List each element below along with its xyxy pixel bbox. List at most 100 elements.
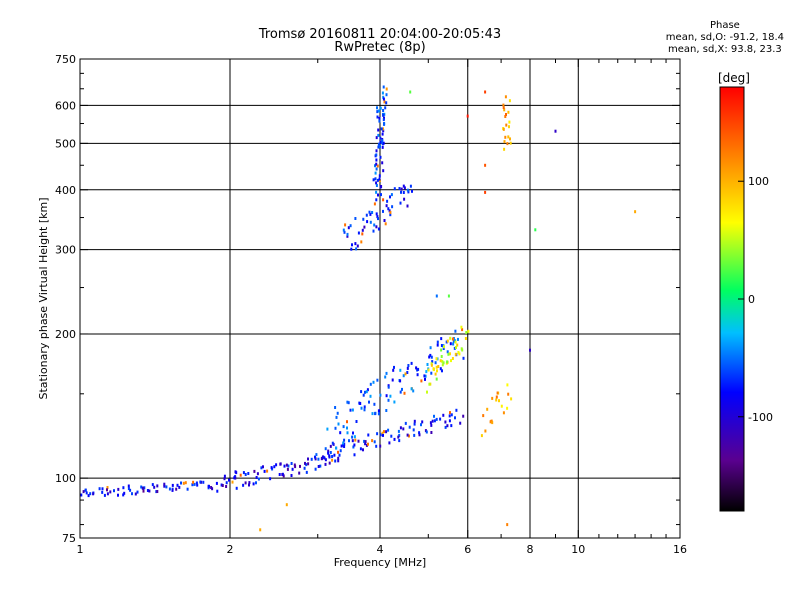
data-point (447, 352, 450, 356)
data-point (368, 210, 371, 214)
data-point (239, 473, 242, 477)
data-point (384, 375, 387, 379)
data-point (378, 119, 381, 123)
data-point (442, 413, 445, 417)
data-point (454, 416, 456, 420)
data-point (255, 476, 258, 479)
data-point (431, 419, 434, 423)
data-point (103, 493, 106, 497)
data-point (375, 184, 378, 187)
data-point (354, 217, 357, 220)
data-point (387, 428, 390, 432)
data-point (446, 360, 449, 364)
data-point (369, 220, 372, 224)
data-point (310, 457, 313, 461)
data-point (403, 391, 406, 395)
data-point (433, 419, 436, 423)
data-point (242, 483, 245, 487)
data-point (233, 476, 236, 480)
data-point (400, 190, 402, 194)
data-point (464, 337, 467, 340)
data-point (425, 370, 428, 374)
data-point (491, 421, 494, 425)
data-point (375, 149, 378, 153)
data-point (398, 187, 401, 190)
data-point (428, 355, 431, 359)
data-point (443, 345, 445, 349)
data-point (223, 474, 226, 478)
data-point (273, 465, 276, 469)
data-point (495, 395, 498, 399)
data-point (131, 492, 133, 496)
data-point (285, 503, 288, 507)
data-point (199, 480, 202, 484)
data-point (393, 187, 396, 191)
data-point (381, 132, 384, 136)
data-point (278, 473, 281, 476)
data-point (220, 483, 223, 487)
data-point (491, 396, 494, 400)
x-tick-label: 16 (673, 543, 687, 556)
data-point (351, 435, 354, 439)
data-point (383, 430, 385, 434)
data-point (373, 402, 376, 406)
data-point (404, 372, 407, 376)
data-point (441, 369, 443, 373)
data-point (182, 481, 185, 485)
data-point (448, 419, 451, 423)
data-point (260, 466, 263, 470)
data-point (399, 368, 402, 372)
chart-subtitle: RwPretec (8p) (334, 40, 426, 55)
data-point (186, 487, 189, 491)
data-point (235, 471, 238, 475)
data-point (373, 440, 376, 444)
data-point (171, 483, 174, 487)
data-point (122, 486, 125, 490)
data-point (375, 212, 378, 216)
data-point (228, 478, 230, 482)
data-point (503, 108, 506, 112)
data-point (439, 417, 442, 421)
data-point (282, 474, 285, 478)
data-point (324, 458, 327, 462)
data-point (446, 424, 449, 428)
data-point (355, 247, 358, 251)
data-point (211, 487, 214, 491)
data-point (379, 444, 382, 448)
data-point (397, 429, 400, 433)
data-point (380, 193, 382, 197)
data-point (434, 361, 437, 365)
data-point (399, 201, 402, 205)
data-point (221, 484, 224, 487)
phase-legend-line2: mean, sd,X: 93.8, 23.3 (668, 44, 782, 55)
data-point (389, 195, 391, 199)
data-point (441, 359, 444, 363)
data-point (382, 109, 385, 112)
data-point (146, 489, 149, 492)
data-point (366, 388, 369, 392)
data-point (375, 198, 378, 202)
data-point (343, 230, 346, 234)
data-point (293, 463, 296, 467)
data-point (392, 368, 395, 372)
colorbar-tick-label: 0 (748, 293, 755, 306)
data-point (430, 371, 433, 375)
data-point (486, 407, 489, 411)
data-point (442, 347, 445, 350)
data-point (398, 439, 401, 443)
data-point (376, 378, 379, 382)
data-point (449, 411, 451, 415)
data-point (403, 186, 406, 190)
data-point (455, 408, 458, 412)
data-point (379, 136, 382, 140)
data-point (417, 367, 420, 371)
data-point (357, 231, 360, 235)
y-tick-label: 300 (55, 244, 76, 257)
data-point (377, 217, 379, 221)
data-point (142, 486, 145, 490)
data-point (327, 451, 330, 455)
data-point (378, 177, 381, 181)
data-point (347, 401, 350, 405)
x-tick-label: 10 (571, 543, 585, 556)
data-point (109, 490, 112, 494)
